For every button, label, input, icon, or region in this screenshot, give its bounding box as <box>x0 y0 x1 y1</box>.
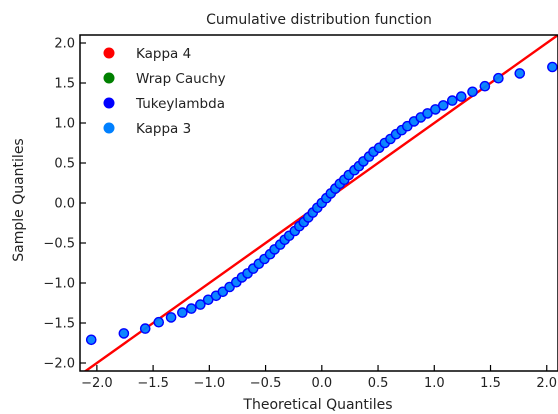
x-tick-label: −1.0 <box>194 376 226 391</box>
y-tick-label: −2.0 <box>43 357 75 372</box>
data-point <box>186 303 197 314</box>
y-tick-label: −1.0 <box>43 277 75 292</box>
data-point <box>446 95 458 106</box>
legend-label: Tukeylambda <box>135 96 225 112</box>
data-point <box>85 334 97 346</box>
x-tick-label: 2.0 <box>536 376 557 391</box>
data-point <box>195 299 206 310</box>
x-tick-label: −2.0 <box>81 376 113 391</box>
x-tick-label: −0.5 <box>250 376 282 391</box>
x-axis-label: Theoretical Quantiles <box>242 397 392 413</box>
x-tick-label: 0.0 <box>311 376 332 391</box>
legend: Kappa 4 Wrap Cauchy Tukeylambda Kappa 3 <box>103 46 226 137</box>
y-tick-label: 0.5 <box>54 157 75 172</box>
chart-title: Cumulative distribution function <box>206 12 432 28</box>
data-point <box>467 86 478 98</box>
plot-frame <box>79 34 558 372</box>
x-tick-label: −1.5 <box>137 376 169 391</box>
data-point <box>153 316 165 328</box>
legend-label: Kappa 4 <box>136 46 191 62</box>
data-point <box>455 91 467 102</box>
x-tick-label: 1.5 <box>480 376 501 391</box>
data-point <box>514 68 526 79</box>
y-axis-label: Sample Quantiles <box>11 138 27 261</box>
y-tick-label: 1.0 <box>54 117 75 132</box>
data-point <box>437 100 449 111</box>
data-point <box>139 323 151 334</box>
data-point <box>177 307 188 318</box>
legend-marker <box>103 72 115 84</box>
points-layer <box>85 61 558 346</box>
axis-ticks: −2.0 −1.5 −1.0 −0.5 0.0 0.5 1.0 1.5 2.0 −2.0 −1.5 −… <box>43 37 557 392</box>
legend-marker <box>103 122 115 134</box>
y-tick-label: −0.5 <box>43 237 75 252</box>
y-tick-label: 2.0 <box>54 37 75 52</box>
x-tick-label: 1.0 <box>424 376 445 391</box>
y-tick-label: 0.0 <box>54 197 75 212</box>
legend-marker <box>103 97 115 109</box>
x-tick-label: 0.5 <box>368 376 389 391</box>
y-tick-label: 1.5 <box>54 77 75 92</box>
data-point <box>165 312 177 323</box>
y-tick-label: −1.5 <box>43 317 75 332</box>
data-point <box>493 72 504 84</box>
data-point <box>118 328 130 339</box>
legend-label: Wrap Cauchy <box>136 71 226 87</box>
legend-label: Kappa 3 <box>136 121 191 137</box>
data-point <box>479 80 491 92</box>
legend-marker <box>103 47 115 59</box>
data-point <box>547 61 558 73</box>
